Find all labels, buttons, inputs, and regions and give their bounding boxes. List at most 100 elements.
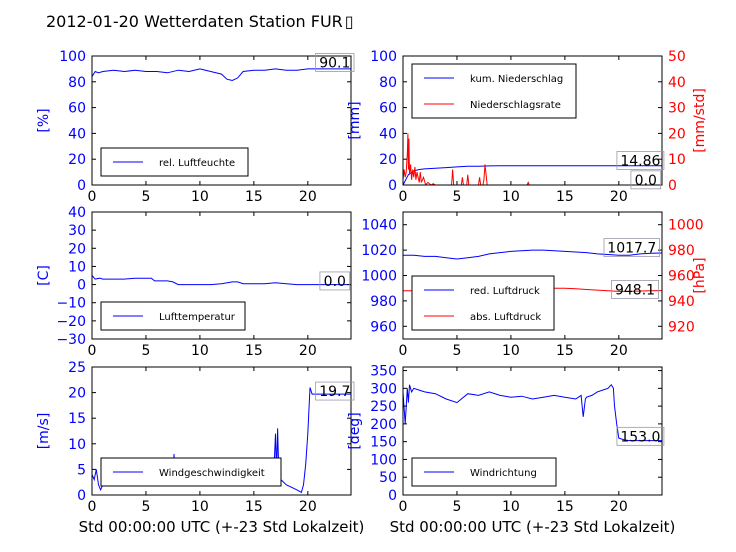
legend-label: Windgeschwindigkeit	[159, 468, 265, 479]
y-tick-label: 350	[370, 364, 397, 380]
y2-tick-label: 20	[668, 126, 686, 142]
panel-precipitation: 0 5 10 15 20 0 20 40 60 80 100 0 10 20 30 40 50 [mm] [mm/s…	[347, 49, 708, 205]
y-tick-label: 5	[77, 462, 86, 478]
legend-label: Lufttemperatur	[159, 312, 236, 323]
y2-tick-label: 40	[668, 75, 686, 91]
x-tick-label: 20	[299, 343, 317, 359]
legend-label: abs. Luftdruck	[470, 312, 541, 323]
annotation-box	[315, 53, 355, 72]
x-tick-label: 15	[245, 343, 263, 359]
annotation-box	[315, 381, 355, 401]
panel-humidity: 0 5 10 15 20 0 20 40 60 80 100 [%] 90.1 rel. Luftfeuc…	[36, 49, 355, 205]
y-tick-label: 80	[68, 75, 86, 91]
y2-tick-label: 50	[668, 49, 686, 65]
legend-label: rel. Luftfeuchte	[159, 158, 235, 169]
y-tick-label: 20	[379, 152, 397, 168]
y-tick-label: 20	[68, 386, 86, 402]
y-tick-label: 300	[370, 381, 397, 397]
y-tick-label: 25	[68, 360, 86, 376]
annotation-box	[616, 426, 665, 446]
y-axis-label: [%]	[36, 108, 52, 132]
plot-area	[403, 383, 662, 442]
x-tick-label: 15	[556, 499, 574, 515]
axes-frame	[402, 366, 663, 496]
x-tick-label: 15	[556, 343, 574, 359]
plot-area	[92, 68, 351, 82]
y-tick-label: 30	[68, 223, 86, 239]
x-tick-label: 0	[88, 343, 97, 359]
y-tick-label: 100	[59, 49, 86, 65]
y-tick-label: 0	[77, 488, 86, 504]
legend-label: Niederschlagsrate	[470, 100, 561, 111]
x-tick-label: 10	[502, 499, 520, 515]
x-tick-label: 5	[141, 499, 150, 515]
value-annotation: 153.0	[620, 429, 660, 445]
y-tick-label: 960	[370, 319, 397, 335]
y2-axis-label: [hPa]	[692, 257, 708, 293]
y2-tick-label: 980	[668, 243, 695, 259]
y2-tick-label: 1000	[668, 218, 704, 234]
x-tick-label: 5	[452, 499, 461, 515]
y-tick-label: 0	[388, 488, 397, 504]
y-tick-label: 250	[370, 399, 397, 415]
value-annotation: 19.7	[319, 384, 350, 400]
series-line-2	[403, 133, 662, 185]
legend-label: Windrichtung	[470, 468, 537, 479]
x-tick-label: 20	[610, 499, 628, 515]
y-tick-label: −10	[56, 296, 86, 312]
y-tick-label: 60	[68, 101, 86, 117]
x-axis-label: Std 00:00:00 UTC (+-23 Std Lokalzeit)	[79, 518, 365, 536]
legend-label: red. Luftdruck	[470, 286, 540, 297]
value-annotation: 0.0	[324, 274, 346, 290]
axes-frame	[91, 211, 352, 340]
y-tick-label: 40	[68, 205, 86, 221]
plot-area	[92, 275, 351, 286]
y-tick-label: 1020	[361, 243, 397, 259]
y-tick-label: 1040	[361, 218, 397, 234]
x-tick-label: 20	[610, 343, 628, 359]
x-tick-label: 10	[191, 343, 209, 359]
y-tick-label: 10	[68, 259, 86, 275]
panel-temperature: 0 5 10 15 20 −30 −20 −10 0 10 20 30 40 [C] 0.0 Lufttemp…	[36, 205, 352, 359]
value-annotation: 948.1	[615, 282, 655, 298]
plot-area	[403, 133, 662, 185]
y2-tick-label: 940	[668, 294, 695, 310]
panel-wind-speed: 0 5 10 15 20 0 5 10 15 20 25 [m/s] Std 00:00:00 UTC …	[36, 360, 364, 536]
y-axis-label: [deg]	[347, 412, 363, 449]
y-tick-label: 50	[379, 470, 397, 486]
series-line-1	[92, 275, 351, 286]
y-tick-label: 15	[68, 411, 86, 427]
value-annotation: 90.1	[319, 55, 350, 71]
y2-tick-label: 10	[668, 152, 686, 168]
figure-title: 2012-01-20 Wetterdaten Station FUR ▯	[46, 12, 354, 31]
legend: rel. Luftfeuchte	[100, 147, 249, 177]
annotation-box	[319, 271, 351, 291]
y-tick-label: 10	[68, 437, 86, 453]
y-tick-label: 100	[370, 452, 397, 468]
x-tick-label: 20	[299, 189, 317, 205]
x-tick-label: 5	[141, 343, 150, 359]
y-tick-label: 100	[370, 49, 397, 65]
legend: kum. Niederschlag Niederschlagsrate	[411, 63, 577, 119]
value-annotation: 14.86	[620, 153, 660, 169]
y-axis-label: [mm]	[347, 101, 363, 139]
x-tick-label: 15	[245, 499, 263, 515]
series-line-1	[92, 68, 351, 82]
value-annotation: 1017.7	[607, 241, 656, 257]
y-tick-label: 20	[68, 241, 86, 257]
y2-tick-label: 960	[668, 269, 695, 285]
value-annotation: 0.0	[635, 173, 657, 189]
y-tick-label: 40	[379, 126, 397, 142]
y-tick-label: −30	[56, 332, 86, 348]
x-tick-label: 20	[610, 189, 628, 205]
missing-glyph-box: ▯	[345, 12, 354, 31]
y-tick-label: 1000	[361, 269, 397, 285]
y2-axis-label: [mm/std]	[692, 88, 708, 153]
legend-frame	[411, 63, 577, 119]
y2-tick-label: 0	[668, 178, 677, 194]
x-tick-label: 15	[245, 189, 263, 205]
series-line-1	[403, 383, 662, 442]
legend: Lufttemperatur	[100, 301, 246, 331]
y-tick-label: 150	[370, 435, 397, 451]
x-tick-label: 10	[191, 499, 209, 515]
